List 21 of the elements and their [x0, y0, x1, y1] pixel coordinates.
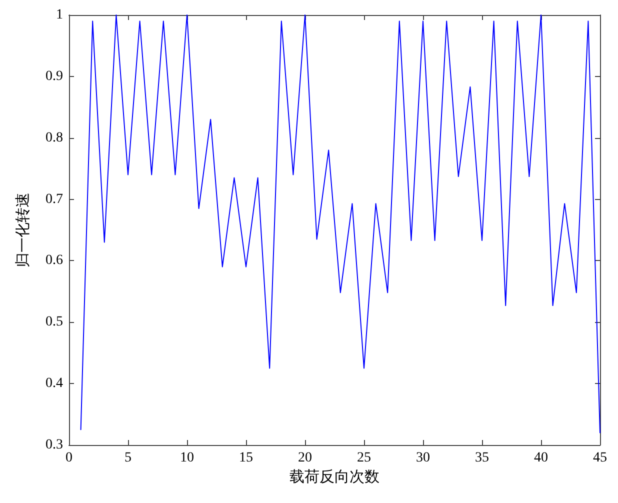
x-tick-label: 10	[180, 450, 194, 466]
x-tick-label: 5	[124, 450, 132, 466]
y-tick-label: 0.7	[46, 192, 63, 207]
x-tick-label: 25	[357, 450, 371, 466]
x-axis-title: 载荷反向次数	[290, 468, 380, 486]
line-series	[80, 14, 600, 434]
y-tick-label: 0.6	[46, 253, 63, 268]
y-tick-label: 1	[56, 8, 63, 22]
x-tick-label: 20	[298, 450, 312, 466]
y-tick-label: 0.4	[46, 376, 63, 392]
y-axis-title: 归一化转速	[14, 192, 32, 268]
x-tick-label: 40	[534, 450, 548, 466]
y-tick-label: 0.3	[46, 438, 63, 452]
y-tick-label: 0.5	[46, 314, 63, 330]
y-tick-label: 0.9	[46, 68, 63, 84]
y-tick-label: 0.8	[46, 130, 63, 146]
x-tick-label: 45	[593, 450, 607, 466]
x-tick-label: 15	[239, 450, 253, 466]
x-tick-label: 35	[475, 450, 489, 466]
x-tick-label: 0	[66, 450, 72, 466]
x-tick-label: 30	[416, 450, 430, 466]
